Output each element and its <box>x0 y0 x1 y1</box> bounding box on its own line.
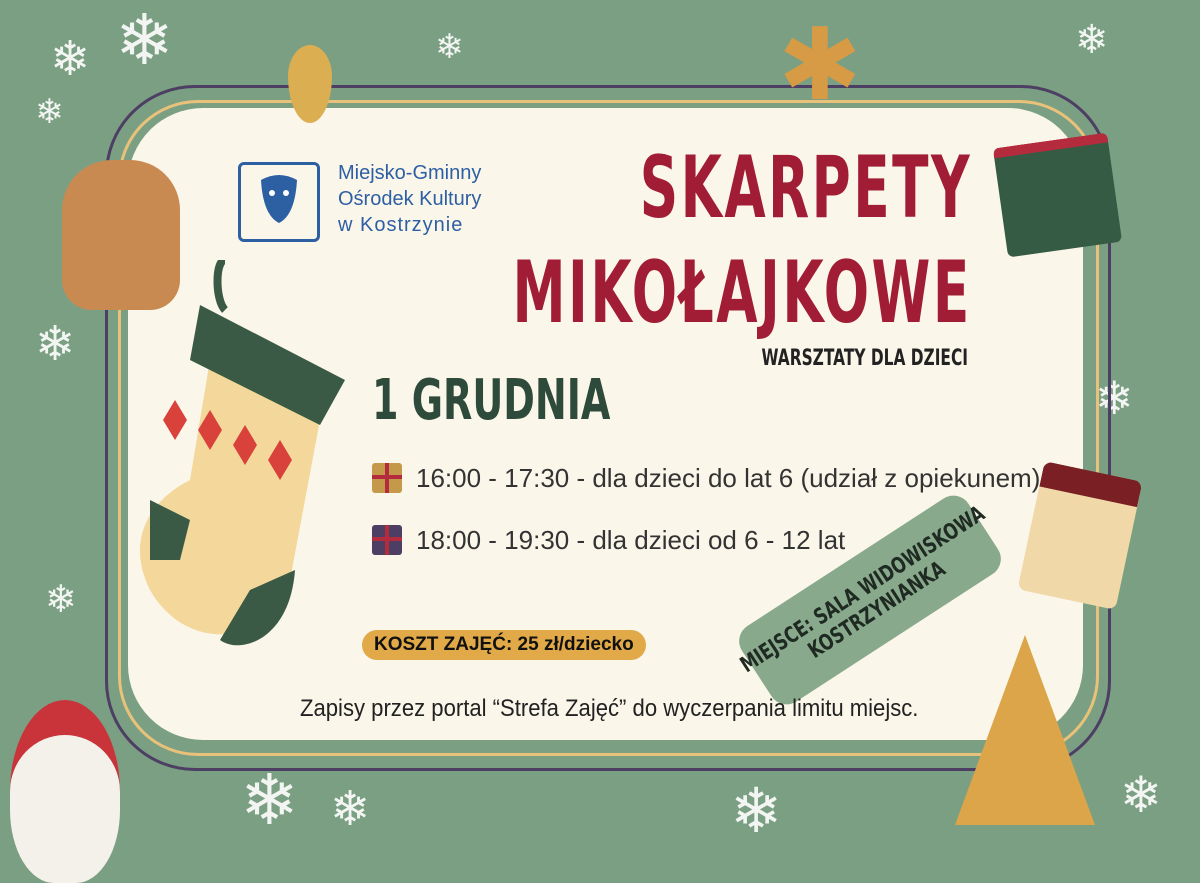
outer-frame <box>105 85 1111 771</box>
signup-note: Zapisy przez portal “Strefa Zajęć” do wy… <box>300 695 919 722</box>
gift-icon <box>372 525 402 555</box>
snowflake-icon: ❄ <box>435 27 464 67</box>
snowflake-icon: ❄ <box>240 759 299 841</box>
christmas-tree-icon <box>955 635 1095 825</box>
title-line-1: SKARPETY <box>639 138 972 238</box>
gingerbread-man-icon <box>62 160 180 310</box>
cost-badge: KOSZT ZAJĘĆ: 25 zł/dziecko <box>362 630 646 660</box>
session-row: 16:00 - 17:30 - dla dzieci do lat 6 (udz… <box>372 458 1040 498</box>
snowflake-icon: ❄ <box>35 316 76 372</box>
snowflake-icon: ❄ <box>45 577 77 621</box>
inner-frame <box>118 100 1099 756</box>
ornament-icon <box>288 45 332 123</box>
session-text: 18:00 - 19:30 - dla dzieci od 6 - 12 lat <box>416 524 846 555</box>
present-icon <box>992 132 1123 258</box>
snowflake-icon: ❄ <box>1120 766 1162 824</box>
session-row: 18:00 - 19:30 - dla dzieci od 6 - 12 lat <box>372 520 845 560</box>
theatre-mask-icon <box>261 175 297 223</box>
stocking-icon <box>139 260 345 646</box>
gingerbread-star-icon: ✱ <box>778 6 862 123</box>
snowflake-icon: ❄ <box>330 781 371 837</box>
snowflake-icon: ❄ <box>115 0 174 81</box>
title-line-2: MIKOŁAJKOWE <box>512 243 972 343</box>
snowflake-icon: ❄ <box>35 92 64 132</box>
organizer-line: w Kostrzynie <box>338 214 464 236</box>
gift-icon <box>372 463 402 493</box>
subtitle: WARSZTATY DLA DZIECI <box>761 346 968 371</box>
organizer-line: Miejsko-Gminny <box>338 162 482 184</box>
event-date: 1 GRUDNIA <box>372 368 611 433</box>
snowman-icon <box>10 700 120 883</box>
snowflake-icon: ❄ <box>1095 371 1134 425</box>
snowflake-icon: ❄ <box>730 774 782 847</box>
session-text: 16:00 - 17:30 - dla dzieci do lat 6 (udz… <box>416 462 1041 493</box>
snowflake-icon: ❄ <box>50 31 91 87</box>
organizer-logo <box>238 162 320 242</box>
snowflake-icon: ❄ <box>1075 17 1109 63</box>
organizer-name: Miejsko-Gminny Ośrodek Kultury w Kostrzy… <box>338 160 481 238</box>
organizer-line: Ośrodek Kultury <box>338 188 482 210</box>
